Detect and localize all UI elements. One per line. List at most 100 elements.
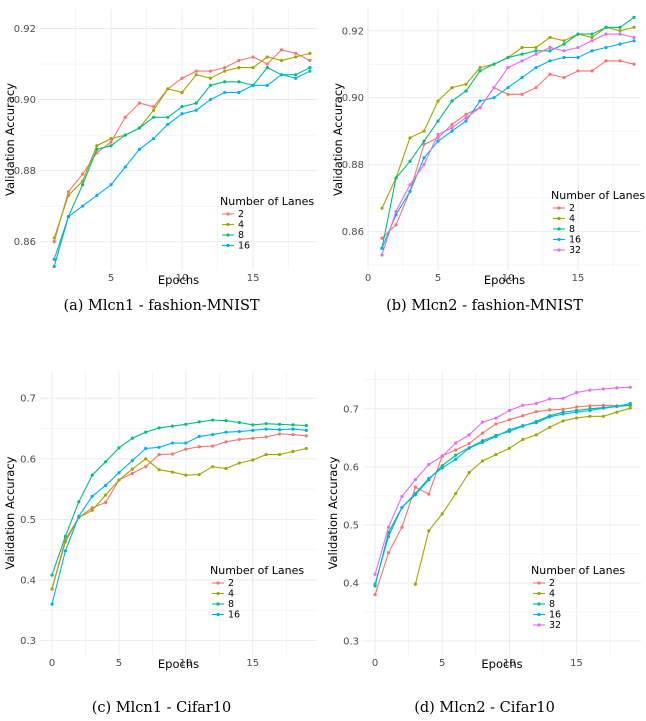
data-point: [264, 427, 268, 431]
legend-label: 2: [238, 209, 244, 220]
legend-key-point: [216, 612, 220, 617]
data-point: [251, 436, 255, 440]
data-point: [197, 445, 201, 449]
series-2-d: [373, 403, 632, 597]
data-point: [520, 92, 524, 96]
data-point: [277, 452, 282, 457]
legend-label: 32: [569, 245, 581, 256]
data-point: [184, 422, 188, 426]
data-point: [50, 573, 54, 577]
data-point: [534, 433, 538, 437]
legend-item: 32: [553, 245, 581, 256]
data-point: [494, 435, 498, 439]
data-point: [562, 49, 566, 53]
x-tick-label: 5: [108, 273, 114, 284]
data-point: [480, 420, 485, 424]
data-point: [408, 183, 412, 187]
data-point: [576, 55, 580, 60]
y-tick-label: 0.6: [20, 454, 36, 465]
data-point: [590, 49, 594, 53]
data-point: [427, 476, 431, 481]
data-point: [279, 48, 284, 52]
series-4-c: [50, 446, 308, 591]
data-point: [588, 414, 592, 418]
legend-title: Number of Lanes: [531, 564, 625, 577]
x-tick-label: 15: [570, 658, 583, 669]
data-point: [534, 65, 538, 70]
data-point: [291, 427, 295, 431]
data-point: [422, 129, 426, 133]
data-point: [264, 452, 268, 457]
chart-svg-d: 0 5 10 15 0.3 0.4 0.5 0.6 0.7 Epochs Validation Ac…: [326, 371, 641, 671]
data-point: [152, 105, 156, 109]
data-point: [109, 183, 113, 187]
data-point: [618, 29, 622, 33]
data-point: [548, 408, 552, 412]
series-line: [51, 419, 307, 576]
data-point: [520, 45, 524, 50]
gridlines: [363, 371, 641, 655]
data-point: [157, 426, 161, 430]
data-point: [77, 500, 81, 504]
legend-key-point: [226, 222, 230, 227]
data-point: [478, 99, 482, 103]
series-line: [51, 447, 307, 590]
data-point: [574, 405, 579, 409]
data-point: [576, 32, 580, 36]
data-point: [601, 406, 605, 410]
legend-label: 8: [549, 599, 555, 610]
legend-key-point: [216, 591, 220, 596]
data-point: [237, 437, 241, 442]
data-point: [561, 396, 565, 400]
caption-b: (b) Mlcn2 - fashion-MNIST: [386, 298, 583, 314]
panel-b: 0 5 10 15 0.86 0.88 0.90 0.92 Epochs Validation A…: [323, 0, 646, 295]
data-point: [604, 45, 608, 50]
caption-c: (c) Mlcn1 - Cifar10: [91, 700, 232, 716]
data-point: [590, 39, 594, 43]
data-point: [450, 129, 454, 133]
data-point: [184, 473, 188, 477]
y-tick-label: 0.92: [342, 26, 364, 37]
data-point: [454, 441, 458, 445]
data-point: [197, 434, 201, 438]
legend-key-point: [216, 602, 220, 606]
x-tick-label: 10: [179, 658, 192, 669]
data-point: [506, 92, 510, 96]
data-point: [109, 137, 113, 141]
legend-item: 32: [533, 620, 561, 631]
data-point: [464, 112, 468, 117]
data-point: [394, 209, 398, 214]
data-point: [467, 446, 471, 450]
data-point: [308, 65, 312, 70]
data-point: [194, 108, 198, 112]
data-point: [386, 525, 391, 529]
data-point: [427, 462, 431, 467]
data-point: [480, 459, 485, 463]
data-point: [440, 512, 444, 516]
data-point: [291, 432, 295, 437]
data-point: [436, 132, 440, 137]
data-point: [223, 80, 227, 84]
data-point: [103, 500, 108, 505]
data-point: [454, 448, 458, 452]
legend-label: 16: [238, 241, 250, 252]
data-point: [618, 42, 622, 46]
legend-item: 8: [553, 224, 575, 235]
data-point: [615, 410, 619, 414]
data-point: [590, 35, 594, 40]
data-point: [279, 73, 284, 77]
data-point: [413, 485, 417, 489]
data-point: [615, 386, 619, 390]
data-point: [520, 52, 524, 56]
data-point: [211, 465, 215, 469]
data-point: [386, 534, 391, 539]
data-point: [81, 204, 85, 208]
data-point: [562, 42, 566, 46]
data-point: [618, 25, 622, 30]
y-tick-label: 0.90: [342, 93, 364, 104]
gridlines: [40, 9, 317, 270]
legend-item: 8: [222, 230, 244, 241]
data-point: [548, 35, 552, 40]
data-point: [265, 65, 269, 70]
data-point: [628, 406, 632, 410]
